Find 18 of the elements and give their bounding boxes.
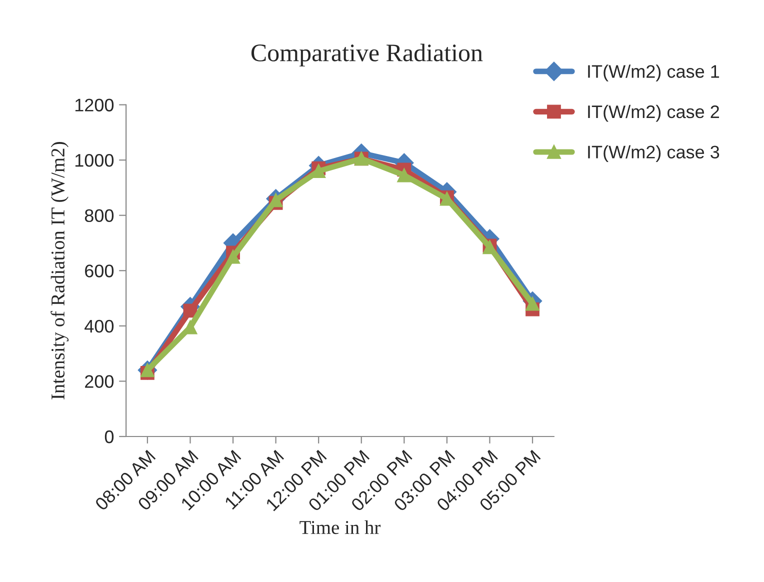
y-tick-label: 400 <box>84 320 114 333</box>
x-axis-title: Time in hr <box>300 520 381 534</box>
legend-label: IT(W/m2) case 3 <box>588 145 720 162</box>
y-tick-label: 800 <box>84 209 114 222</box>
y-tick-label: 600 <box>85 264 114 278</box>
y-tick-label: 0 <box>104 430 114 444</box>
y-tick-label: 1200 <box>75 98 114 112</box>
y-tick-label: 200 <box>85 375 114 388</box>
legend-label: IT(W/m2) case 1 <box>588 64 720 82</box>
point <box>526 296 540 311</box>
y-tick-label: 1000 <box>75 154 114 167</box>
point <box>268 193 283 208</box>
point <box>397 168 412 182</box>
y-axis-title: Intensity of Radiation IT (W/m2) <box>50 142 69 400</box>
legend-label: IT(W/m2) case 2 <box>588 104 719 122</box>
point <box>312 164 326 178</box>
point <box>226 250 240 264</box>
chart-title: Comparative Radiation <box>251 44 483 66</box>
